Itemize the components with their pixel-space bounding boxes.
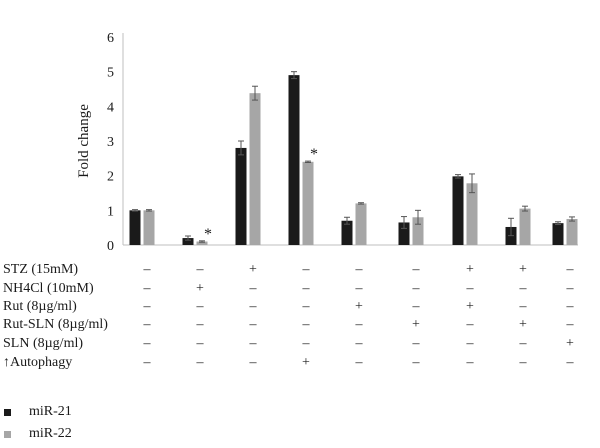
bar-mir-21-6 — [398, 222, 410, 245]
condition-mark: – — [466, 281, 474, 296]
condition-mark: – — [466, 317, 474, 332]
condition-mark: + — [466, 262, 474, 277]
condition-mark: – — [566, 355, 574, 370]
condition-mark: + — [302, 355, 310, 370]
bar-mir-21-2 — [182, 238, 194, 245]
bar-mir-21-3 — [235, 147, 247, 245]
condition-mark: – — [566, 281, 574, 296]
condition-row-label: ↑Autophagy — [3, 355, 73, 370]
condition-mark: + — [249, 262, 257, 277]
condition-mark: – — [249, 299, 257, 314]
y-tick-label: 6 — [107, 31, 114, 46]
y-tick-label: 4 — [107, 100, 114, 115]
bar-mir-22-5 — [355, 203, 367, 245]
condition-mark: + — [355, 299, 363, 314]
y-tick-label: 2 — [107, 170, 114, 185]
condition-mark: – — [355, 355, 363, 370]
condition-mark: – — [355, 281, 363, 296]
condition-mark: – — [196, 355, 204, 370]
y-tick-label: 5 — [107, 66, 114, 81]
significance-asterisk: * — [310, 146, 318, 163]
condition-mark: – — [302, 336, 310, 351]
bar-mir-21-5 — [341, 220, 353, 245]
condition-mark: – — [302, 299, 310, 314]
y-tick-label: 0 — [107, 239, 114, 254]
bar-mir-22-3 — [249, 93, 261, 245]
legend-item: miR-22 — [4, 426, 72, 442]
condition-mark: + — [519, 262, 527, 277]
condition-row-label: STZ (15mM) — [3, 262, 79, 277]
condition-row-label: Rut (8µg/ml) — [3, 299, 77, 314]
legend-label: miR-22 — [29, 426, 72, 441]
condition-mark: – — [466, 355, 474, 370]
condition-mark: – — [302, 281, 310, 296]
condition-mark: – — [355, 262, 363, 277]
legend-swatch — [4, 430, 11, 438]
condition-mark: – — [566, 299, 574, 314]
condition-mark: – — [412, 281, 420, 296]
significance-asterisk: * — [204, 226, 212, 243]
condition-mark: – — [519, 336, 527, 351]
condition-mark: – — [566, 262, 574, 277]
bar-mir-21-7 — [452, 176, 464, 245]
condition-mark: + — [412, 317, 420, 332]
condition-mark: – — [519, 281, 527, 296]
condition-row-label: NH4Cl (10mM) — [3, 281, 94, 296]
bar-mir-22-9 — [566, 219, 578, 245]
condition-mark: – — [519, 299, 527, 314]
condition-mark: – — [249, 317, 257, 332]
legend-swatch — [4, 408, 11, 416]
condition-mark: – — [143, 355, 151, 370]
condition-row-label: Rut-SLN (8µg/ml) — [3, 317, 108, 332]
bar-mir-21-4 — [288, 75, 300, 245]
bar-mir-22-1 — [143, 210, 155, 245]
condition-mark: – — [249, 281, 257, 296]
condition-mark: – — [196, 299, 204, 314]
condition-mark: – — [143, 299, 151, 314]
condition-mark: + — [196, 281, 204, 296]
condition-mark: – — [566, 317, 574, 332]
bar-mir-22-7 — [466, 183, 478, 245]
condition-mark: – — [143, 317, 151, 332]
condition-mark: – — [519, 355, 527, 370]
condition-mark: – — [412, 355, 420, 370]
condition-row-label: SLN (8µg/ml) — [3, 336, 84, 351]
condition-mark: – — [355, 336, 363, 351]
condition-mark: – — [143, 281, 151, 296]
condition-mark: – — [196, 262, 204, 277]
condition-mark: – — [412, 336, 420, 351]
bar-mir-22-8 — [519, 208, 531, 245]
condition-mark: – — [196, 336, 204, 351]
condition-mark: – — [302, 262, 310, 277]
condition-mark: – — [302, 317, 310, 332]
condition-mark: – — [196, 317, 204, 332]
bar-mir-22-6 — [412, 217, 424, 245]
condition-mark: – — [412, 262, 420, 277]
y-axis-label: Fold change — [76, 104, 92, 178]
condition-mark: – — [249, 355, 257, 370]
condition-mark: – — [355, 317, 363, 332]
y-tick-label: 1 — [107, 204, 114, 219]
bar-mir-22-2 — [196, 241, 208, 245]
condition-mark: – — [412, 299, 420, 314]
legend-label: miR-21 — [29, 404, 72, 419]
bar-mir-21-1 — [129, 210, 141, 245]
bar-mir-21-9 — [552, 223, 564, 245]
condition-mark: – — [249, 336, 257, 351]
condition-mark: – — [143, 336, 151, 351]
condition-mark: + — [466, 299, 474, 314]
condition-mark: + — [519, 317, 527, 332]
y-tick-label: 3 — [107, 135, 114, 150]
condition-mark: – — [143, 262, 151, 277]
condition-mark: + — [566, 336, 574, 351]
legend-item: miR-21 — [4, 404, 72, 420]
bar-mir-22-4 — [302, 161, 314, 245]
condition-mark: – — [466, 336, 474, 351]
